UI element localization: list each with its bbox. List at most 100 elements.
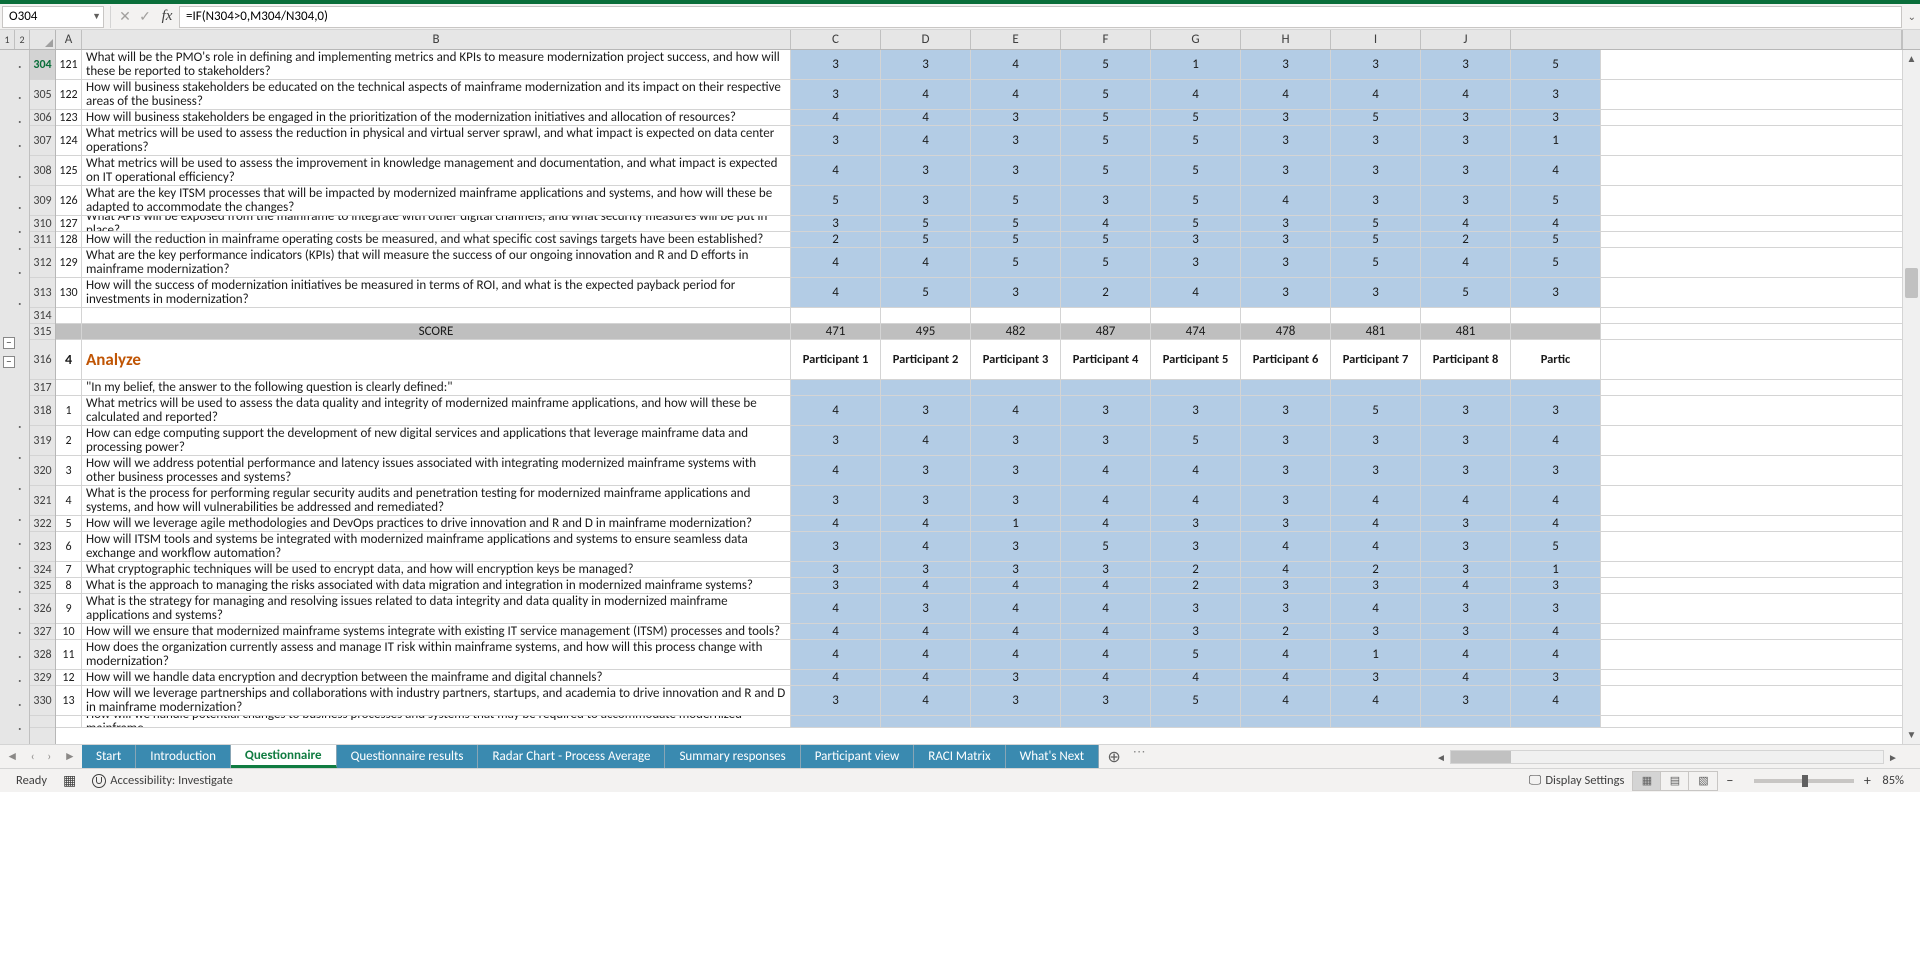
cell[interactable]: 3 — [1421, 594, 1511, 623]
cell[interactable]: 129 — [56, 248, 82, 277]
cell[interactable] — [1151, 380, 1241, 395]
cell[interactable]: 2 — [1151, 578, 1241, 593]
cell[interactable]: How will we handle data encryption and d… — [82, 670, 791, 685]
cell[interactable]: 4 — [971, 578, 1061, 593]
cell[interactable]: 5 — [1511, 232, 1601, 247]
sheet-tab[interactable]: Questionnaire results — [337, 745, 479, 768]
cell[interactable]: 5 — [1061, 248, 1151, 277]
cell[interactable]: 3 — [791, 532, 881, 561]
row-header[interactable] — [30, 716, 55, 728]
row-header[interactable]: 327 — [30, 624, 55, 640]
cell[interactable]: 481 — [1331, 324, 1421, 339]
cell[interactable]: 3 — [1421, 562, 1511, 577]
cell[interactable]: 4 — [1061, 670, 1151, 685]
cell[interactable]: 3 — [1331, 50, 1421, 79]
zoom-percent[interactable]: 85% — [1882, 773, 1904, 788]
cell[interactable]: 4 — [56, 486, 82, 515]
cell[interactable]: 128 — [56, 232, 82, 247]
cell[interactable]: 11 — [56, 640, 82, 669]
cell[interactable]: 9 — [56, 594, 82, 623]
cell[interactable]: 4 — [791, 278, 881, 307]
cell[interactable]: 4 — [881, 670, 971, 685]
cell[interactable]: 3 — [1511, 670, 1601, 685]
cell[interactable] — [1421, 380, 1511, 395]
cell[interactable]: How will the reduction in mainframe oper… — [82, 232, 791, 247]
cell[interactable]: 3 — [1421, 110, 1511, 125]
hscroll-thumb[interactable] — [1451, 751, 1511, 763]
cell[interactable]: How will we ensure that modernized mainf… — [82, 624, 791, 639]
cell[interactable]: 127 — [56, 216, 82, 231]
cell[interactable]: 3 — [791, 486, 881, 515]
vertical-scrollbar[interactable]: ▲ ▼ — [1902, 50, 1920, 744]
cell[interactable]: 5 — [1061, 532, 1151, 561]
cell[interactable]: 4 — [1421, 248, 1511, 277]
cell[interactable]: 4 — [791, 456, 881, 485]
accept-formula-icon[interactable]: ✓ — [135, 8, 155, 25]
row-header[interactable]: 304 — [30, 50, 55, 80]
hscroll-track[interactable] — [1450, 750, 1884, 764]
cell[interactable]: 3 — [1151, 624, 1241, 639]
cell[interactable]: 1 — [1511, 562, 1601, 577]
cell[interactable]: 4 — [1421, 216, 1511, 231]
cell[interactable]: How will we address potential performanc… — [82, 456, 791, 485]
cell[interactable]: 4 — [1331, 686, 1421, 715]
formula-input[interactable]: =IF(N304>0,M304/N304,0) — [179, 6, 1902, 28]
cell[interactable]: 474 — [1151, 324, 1241, 339]
cell[interactable]: 130 — [56, 278, 82, 307]
cell[interactable]: 5 — [1511, 532, 1601, 561]
cell[interactable]: 3 — [1421, 456, 1511, 485]
cell[interactable]: 5 — [1061, 156, 1151, 185]
cell[interactable]: 3 — [881, 186, 971, 215]
sheet-tab[interactable]: Questionnaire — [231, 745, 337, 768]
cell[interactable]: 5 — [791, 186, 881, 215]
cell[interactable] — [971, 308, 1061, 323]
cell[interactable]: What APIs will be exposed from the mainf… — [82, 216, 791, 231]
zoom-in-button[interactable]: + — [1860, 772, 1874, 789]
row-header[interactable]: 321 — [30, 486, 55, 516]
cell[interactable]: 4 — [791, 670, 881, 685]
cell[interactable]: 3 — [1331, 578, 1421, 593]
cell[interactable]: How will business stakeholders be engage… — [82, 110, 791, 125]
cell[interactable]: 4 — [1061, 456, 1151, 485]
cell[interactable]: 4 — [1061, 578, 1151, 593]
cell[interactable]: 4 — [1511, 216, 1601, 231]
row-header[interactable]: 318 — [30, 396, 55, 426]
cell[interactable]: 5 — [881, 216, 971, 231]
cell[interactable]: 5 — [971, 232, 1061, 247]
cell[interactable]: 3 — [1241, 516, 1331, 531]
column-header-A[interactable]: A — [56, 30, 82, 49]
cell[interactable]: 4 — [1061, 486, 1151, 515]
cell[interactable]: 4 — [881, 640, 971, 669]
column-header-I[interactable]: I — [1331, 30, 1421, 49]
cell[interactable]: 122 — [56, 80, 82, 109]
cell[interactable]: 3 — [1151, 248, 1241, 277]
cell[interactable]: 12 — [56, 670, 82, 685]
cell[interactable] — [1151, 308, 1241, 323]
cell[interactable]: 4 — [971, 396, 1061, 425]
cell[interactable] — [1061, 380, 1151, 395]
page-break-view-button[interactable]: ▧ — [1689, 772, 1717, 790]
cell[interactable]: 4 — [881, 578, 971, 593]
cell[interactable]: 5 — [1331, 110, 1421, 125]
cell[interactable]: 5 — [1511, 50, 1601, 79]
name-box[interactable]: O304 ▼ — [2, 6, 104, 28]
cell[interactable]: 4 — [1331, 516, 1421, 531]
cell[interactable]: 3 — [1241, 456, 1331, 485]
cell[interactable]: 4 — [1511, 156, 1601, 185]
cell[interactable]: 4 — [1511, 486, 1601, 515]
cell[interactable]: 121 — [56, 50, 82, 79]
cell[interactable] — [1241, 308, 1331, 323]
cell[interactable]: 3 — [971, 110, 1061, 125]
cell[interactable]: 3 — [1421, 624, 1511, 639]
cell[interactable] — [1421, 308, 1511, 323]
cell[interactable]: 3 — [1511, 80, 1601, 109]
participant-header[interactable]: Participant 8 — [1421, 340, 1511, 379]
row-header[interactable]: 306 — [30, 110, 55, 126]
cell[interactable]: 3 — [1241, 426, 1331, 455]
cell[interactable]: 8 — [56, 578, 82, 593]
cell[interactable]: 4 — [1241, 186, 1331, 215]
scroll-down-icon[interactable]: ▼ — [1903, 726, 1920, 744]
cell[interactable]: 3 — [1061, 186, 1151, 215]
cell[interactable]: 3 — [1331, 278, 1421, 307]
cell[interactable]: 5 — [881, 278, 971, 307]
